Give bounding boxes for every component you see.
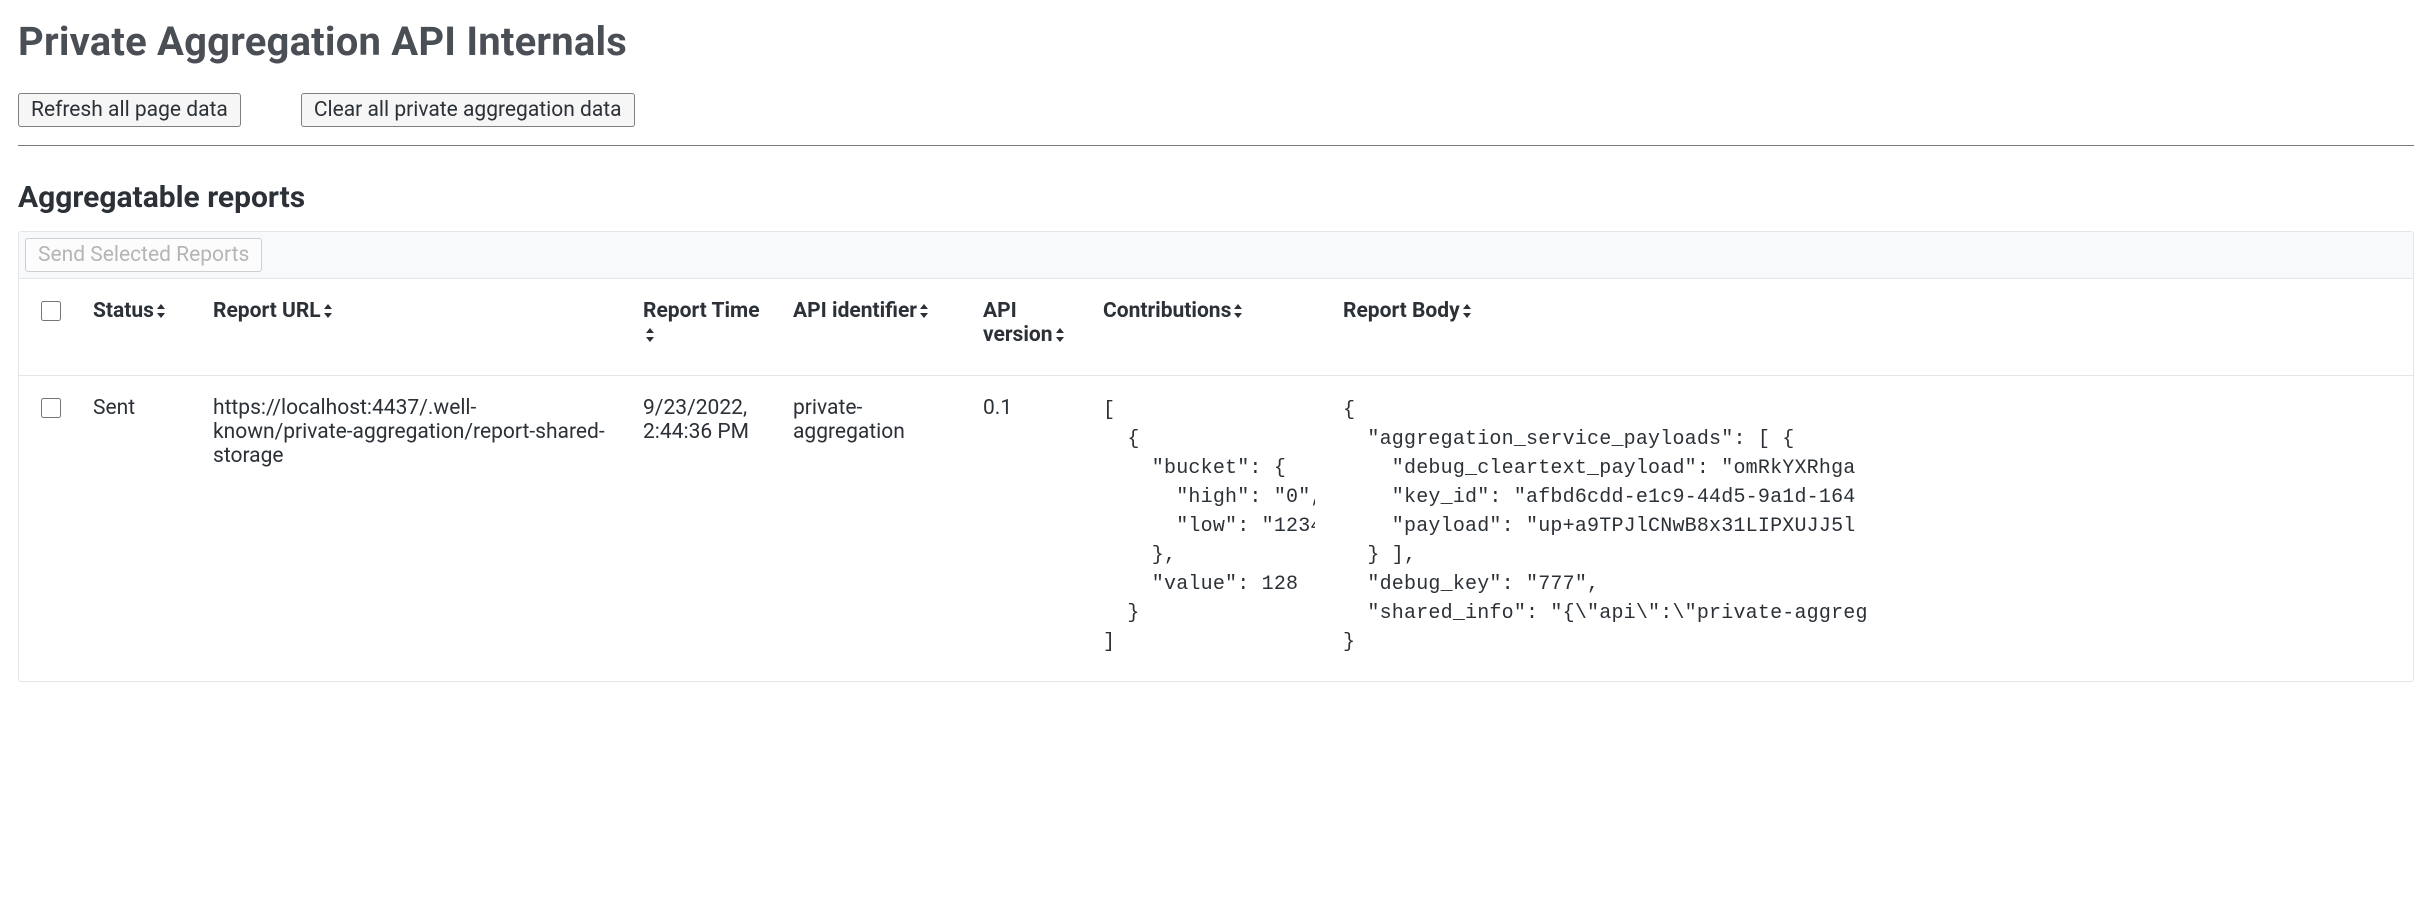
sort-icon	[156, 304, 166, 318]
refresh-button[interactable]: Refresh all page data	[18, 93, 241, 127]
reports-toolbar: Send Selected Reports	[19, 232, 2413, 279]
page-title: Private Aggregation API Internals	[18, 18, 2414, 65]
select-all-checkbox[interactable]	[41, 301, 61, 321]
col-report-url[interactable]: Report URL	[199, 279, 629, 376]
clear-data-button[interactable]: Clear all private aggregation data	[301, 93, 635, 127]
col-contributions-label: Contributions	[1103, 299, 1231, 323]
col-report-time-label: Report Time	[643, 299, 760, 323]
cell-api-identifier: private-aggregation	[779, 376, 969, 682]
cell-report-body: { "aggregation_service_payloads": [ { "d…	[1329, 376, 2413, 682]
cell-report-time: 9/23/2022, 2:44:36 PM	[629, 376, 779, 682]
col-contributions[interactable]: Contributions	[1089, 279, 1329, 376]
col-api-version[interactable]: API version	[969, 279, 1089, 376]
col-status[interactable]: Status	[79, 279, 199, 376]
col-api-identifier[interactable]: API identifier	[779, 279, 969, 376]
row-select-cell	[19, 376, 79, 682]
select-all-header	[19, 279, 79, 376]
sort-icon	[919, 304, 929, 318]
col-report-body-label: Report Body	[1343, 299, 1460, 323]
cell-contributions: [ { "bucket": { "high": "0", "low": "123…	[1089, 376, 1329, 682]
col-status-label: Status	[93, 299, 154, 323]
send-selected-button[interactable]: Send Selected Reports	[25, 238, 262, 272]
cell-api-version: 0.1	[969, 376, 1089, 682]
contributions-code: [ { "bucket": { "high": "0", "low": "123…	[1103, 396, 1315, 657]
cell-status: Sent	[79, 376, 199, 682]
reports-table: Status Report URL Report Time API identi…	[19, 279, 2413, 681]
sort-icon	[323, 304, 333, 318]
divider	[18, 145, 2414, 146]
col-api-identifier-label: API identifier	[793, 299, 917, 323]
table-header-row: Status Report URL Report Time API identi…	[19, 279, 2413, 376]
section-title: Aggregatable reports	[18, 180, 2414, 215]
top-toolbar: Refresh all page data Clear all private …	[18, 93, 2414, 127]
report-body-code: { "aggregation_service_payloads": [ { "d…	[1343, 396, 2399, 657]
col-api-version-label: API version	[983, 299, 1053, 347]
sort-icon	[645, 328, 655, 342]
cell-report-url: https://localhost:4437/.well-known/priva…	[199, 376, 629, 682]
reports-panel: Send Selected Reports Status Report URL	[18, 231, 2414, 682]
sort-icon	[1055, 328, 1065, 342]
sort-icon	[1462, 304, 1472, 318]
col-report-body[interactable]: Report Body	[1329, 279, 2413, 376]
col-report-time[interactable]: Report Time	[629, 279, 779, 376]
col-report-url-label: Report URL	[213, 299, 321, 323]
table-row: Sent https://localhost:4437/.well-known/…	[19, 376, 2413, 682]
sort-icon	[1233, 304, 1243, 318]
row-checkbox[interactable]	[41, 398, 61, 418]
